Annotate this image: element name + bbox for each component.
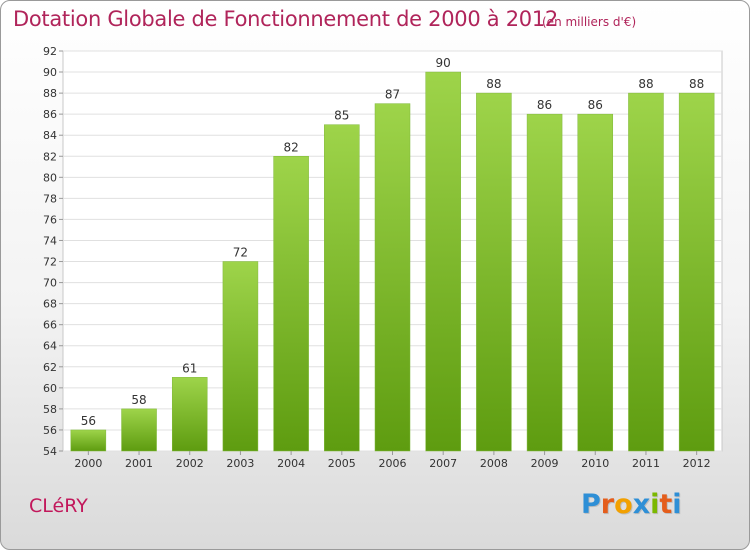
data-label: 88 [689,77,704,91]
y-tick-label: 64 [43,340,57,353]
bar [526,113,563,452]
y-tick-label: 66 [43,319,57,332]
data-label: 58 [131,393,146,407]
data-label: 90 [436,56,451,70]
bar [222,261,259,452]
logo-letter: x [632,489,651,520]
x-tick-label: 2011 [632,457,660,470]
data-label: 87 [385,88,400,102]
y-tick-label: 84 [43,129,57,142]
bar [628,92,664,452]
y-tick-label: 90 [43,66,57,79]
x-tick-label: 2005 [328,457,356,470]
data-labels: 56 58 61 72 82 85 87 90 88 86 86 88 88 [81,56,705,428]
x-tick-label: 2002 [176,457,204,470]
bar [678,92,715,452]
logo-letter: o [614,489,633,520]
y-tick-label: 68 [43,298,57,311]
logo-letter: r [600,489,615,520]
data-label: 86 [537,98,552,112]
x-tick-label: 2007 [429,457,457,470]
y-tick-label: 74 [43,234,57,247]
chart-subtitle: (en milliers d'€) [542,15,637,29]
logo-letter: t [659,489,673,520]
x-tick-label: 2012 [683,457,711,470]
x-tick-label: 2004 [277,457,305,470]
y-tick-label: 72 [43,256,57,269]
x-tick-label: 2001 [125,457,153,470]
y-tick-label: 88 [43,87,57,100]
data-label: 85 [334,109,349,123]
x-tick-label: 2000 [74,457,102,470]
logo-letter: P [581,489,601,520]
y-tick-label: 70 [43,277,57,290]
y-tick-label: 54 [43,445,57,458]
data-label: 82 [283,140,298,154]
x-tick-label: 2008 [480,457,508,470]
y-tick-label: 56 [43,424,57,437]
bar [476,92,512,452]
bar [171,377,208,452]
x-axis: 2000 2001 2002 2003 2004 2005 2006 2007 2008 2009… [74,451,711,470]
y-tick-label: 86 [43,108,57,121]
x-tick-label: 2009 [531,457,559,470]
logo-letter: i [650,489,660,520]
data-label: 88 [486,77,501,91]
logo-letter: i [672,489,682,520]
bar [121,408,157,452]
x-tick-label: 2003 [226,457,254,470]
bar [324,124,360,452]
y-tick-label: 80 [43,171,57,184]
y-tick-label: 92 [43,45,57,58]
x-tick-label: 2010 [581,457,609,470]
data-label: 86 [588,98,603,112]
y-tick-label: 76 [43,213,57,226]
y-tick-label: 62 [43,361,57,374]
proxiti-logo: Proxiti [581,489,682,520]
x-tick-label: 2006 [379,457,407,470]
data-label: 56 [81,414,96,428]
y-axis: 54 56 58 60 62 64 66 68 70 72 74 76 78 80 82 84 86 88 90 92 [43,45,63,458]
chart-title: Dotation Globale de Fonctionnement de 20… [13,7,558,31]
data-label: 61 [182,361,197,375]
bar [577,113,614,452]
bars [70,71,715,452]
bar [70,429,107,452]
bar [273,156,309,452]
bar [374,103,411,452]
y-tick-label: 82 [43,150,57,163]
commune-name: CLéRY [29,495,88,517]
y-tick-label: 58 [43,403,57,416]
bar [425,71,461,452]
data-label: 72 [233,246,248,260]
data-label: 88 [638,77,653,91]
y-tick-label: 60 [43,382,57,395]
y-tick-label: 78 [43,192,57,205]
